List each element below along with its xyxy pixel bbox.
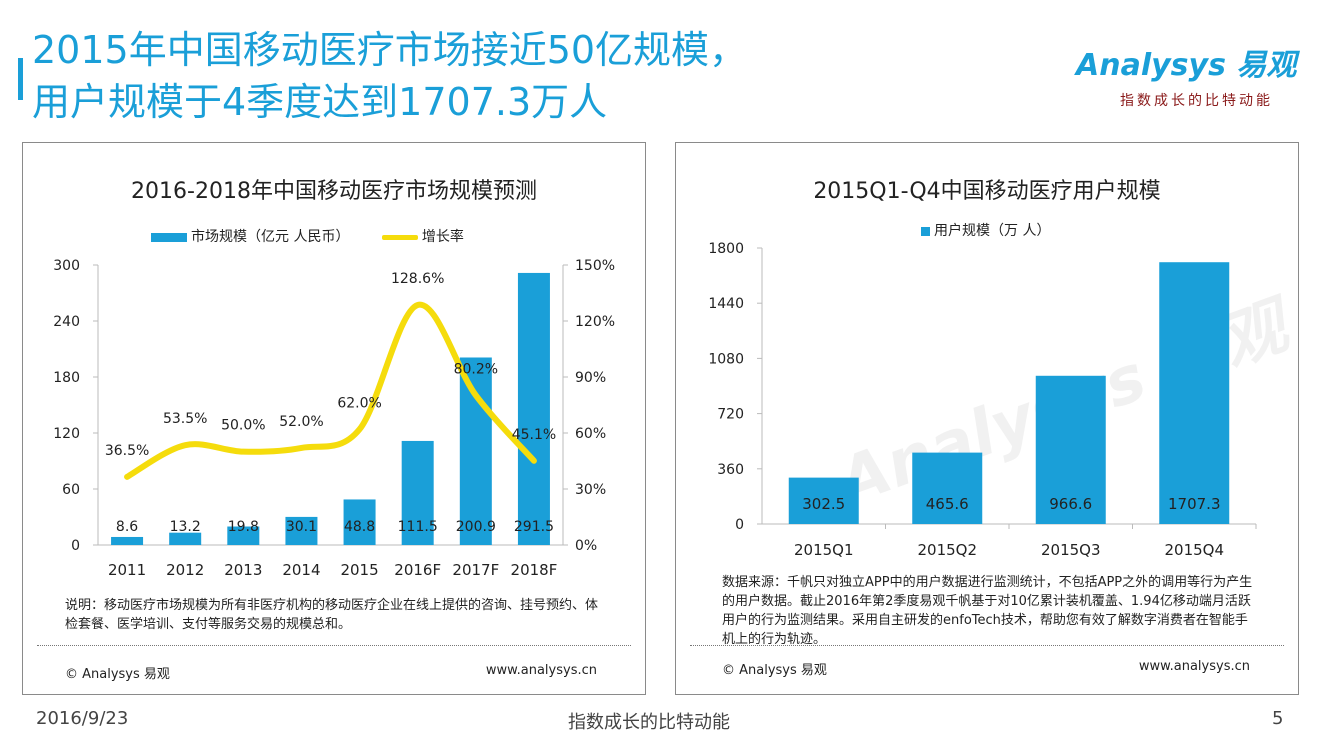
y-tick-label: 360: [717, 462, 744, 478]
page-number: 5: [1272, 708, 1284, 729]
x-tick-label: 2018F: [511, 561, 558, 579]
legend-label: 用户规模（万 人）: [934, 223, 1051, 239]
bar-value-label: 966.6: [1049, 495, 1092, 513]
logo-wordmark: Analysys 易观: [1076, 48, 1297, 83]
bar-2014: [285, 516, 318, 545]
bar-value-label: 465.6: [926, 495, 969, 513]
x-tick-label: 2015Q4: [1164, 541, 1224, 559]
bar-2015Q3: [1035, 375, 1106, 524]
market-note: 说明：移动医疗市场规模为所有非医疗机构的移动医疗企业在线上提供的咨询、挂号预约、…: [65, 598, 599, 632]
user-chart-title: 2015Q1-Q4中国移动医疗用户规模: [813, 179, 1161, 204]
bar-value-label: 1707.3: [1168, 495, 1221, 513]
bar-value-label: 111.5: [398, 519, 438, 535]
x-tick-label: 2013: [224, 561, 262, 579]
footer-tagline: 指数成长的比特动能: [568, 712, 730, 733]
legend-bar-swatch: [151, 232, 187, 242]
x-tick-label: 2014: [282, 561, 320, 579]
x-tick-label: 2011: [108, 561, 146, 579]
y-tick-label: 120: [53, 426, 80, 442]
legend-bar-item: 市场规模（亿元 人民币）: [151, 229, 349, 245]
bar-value-label: 13.2: [170, 519, 201, 535]
x-tick-label: 2015Q1: [794, 541, 854, 559]
market-chart: 0 60 120 180 240 300 0% 30% 60% 90% 120% 150% 8.6 201…: [53, 258, 615, 579]
bar-2016F: [401, 440, 434, 545]
y2-tick-label: 30%: [575, 482, 606, 498]
logo-tagline: 指数成长的比特动能: [1120, 93, 1273, 109]
x-tick-label: 2015Q2: [917, 541, 977, 559]
bar-2017F: [459, 357, 492, 545]
legend-swatch: [921, 226, 930, 236]
legend-line-item: 增长率: [381, 229, 464, 245]
page-title-line-1: 2015年中国移动医疗市场接近50亿规模，: [32, 28, 748, 72]
bar-2012: [169, 532, 202, 545]
y2-tick-label: 120%: [575, 314, 615, 330]
y2-tick-label: 60%: [575, 426, 606, 442]
y-tick-label: 1440: [708, 296, 744, 312]
growth-rate-label: 62.0%: [337, 395, 381, 411]
growth-rate-label: 53.5%: [163, 411, 207, 427]
y-tick-label: 1800: [708, 241, 744, 257]
market-size-panel: 2016-2018年中国移动医疗市场规模预测 市场规模（亿元 人民币） 增长率 …: [22, 142, 646, 695]
y-tick-label: 300: [53, 258, 80, 274]
x-tick-label: 2016F: [394, 561, 441, 579]
user-chart: 0 360 720 1080 1440 1800 302.5 2015Q1 465.6 2015Q…: [708, 241, 1257, 559]
bar-2015: [343, 499, 376, 545]
right-divider: [690, 645, 1284, 646]
y-tick-label: 720: [717, 407, 744, 423]
growth-rate-label: 45.1%: [512, 427, 556, 443]
legend-line-swatch: [381, 234, 418, 240]
y2-tick-label: 0%: [575, 538, 597, 554]
growth-rate-label: 80.2%: [454, 361, 498, 377]
growth-rate-line: [124, 301, 537, 480]
y-tick-label: 0: [71, 538, 80, 554]
left-website-link[interactable]: www.analysys.cn: [485, 663, 597, 678]
title-accent-bar: [18, 58, 23, 100]
bar-2011: [111, 536, 144, 545]
bar-value-label: 48.8: [344, 519, 375, 535]
market-chart-title: 2016-2018年中国移动医疗市场规模预测: [131, 179, 537, 204]
bar-value-label: 8.6: [116, 519, 138, 535]
user-legend: 用户规模（万 人）: [921, 220, 1050, 240]
y-tick-label: 60: [62, 482, 80, 498]
bar-2015Q4: [1159, 262, 1230, 524]
market-legend: 市场规模（亿元 人民币） 增长率: [151, 226, 464, 246]
legend-bar-label: 市场规模（亿元 人民币）: [191, 229, 350, 245]
data-source-note: 数据来源：千帆只对独立APP中的用户数据进行监测统计，不包括APP之外的调用等行…: [722, 575, 1253, 647]
bar-2015Q2: [912, 452, 983, 524]
y-tick-label: 240: [53, 314, 80, 330]
bar-value-label: 30.1: [286, 519, 317, 535]
bar-2015Q1: [788, 477, 859, 524]
page-title-line-2: 用户规模于4季度达到1707.3万人: [32, 80, 608, 124]
y-tick-label: 1080: [708, 351, 744, 367]
legend-line-label: 增长率: [421, 229, 464, 245]
bar-value-label: 302.5: [802, 495, 845, 513]
y-tick-label: 0: [735, 517, 744, 533]
x-tick-label: 2015Q3: [1041, 541, 1101, 559]
bar-2013: [227, 526, 260, 545]
growth-rate-label: 128.6%: [391, 271, 444, 287]
right-website-link[interactable]: www.analysys.cn: [1138, 659, 1250, 674]
y2-tick-label: 150%: [575, 258, 615, 274]
bar-value-label: 200.9: [456, 519, 496, 535]
analysys-logo: Analysys 易观 指数成长的比特动能: [1076, 40, 1296, 116]
left-divider: [37, 645, 631, 646]
user-scale-panel: Analysys 易观 2015Q1-Q4中国移动医疗用户规模 用户规模（万 人…: [675, 142, 1299, 695]
y2-tick-label: 90%: [575, 370, 606, 386]
footer-date: 2016/9/23: [36, 708, 129, 729]
bar-2018F: [517, 272, 550, 545]
x-tick-label: 2015: [340, 561, 378, 579]
growth-rate-label: 36.5%: [105, 443, 149, 459]
bar-value-label: 19.8: [228, 519, 259, 535]
left-copyright: © Analysys 易观: [65, 667, 170, 682]
growth-rate-label: 52.0%: [279, 414, 323, 430]
growth-rate-label: 50.0%: [221, 418, 265, 434]
y-tick-label: 180: [53, 370, 80, 386]
right-copyright: © Analysys 易观: [722, 663, 827, 678]
bar-value-label: 291.5: [514, 519, 554, 535]
x-tick-label: 2012: [166, 561, 204, 579]
page-title: 2015年中国移动医疗市场接近50亿规模， 用户规模于4季度达到1707.3万人: [32, 24, 747, 128]
x-tick-label: 2017F: [452, 561, 499, 579]
